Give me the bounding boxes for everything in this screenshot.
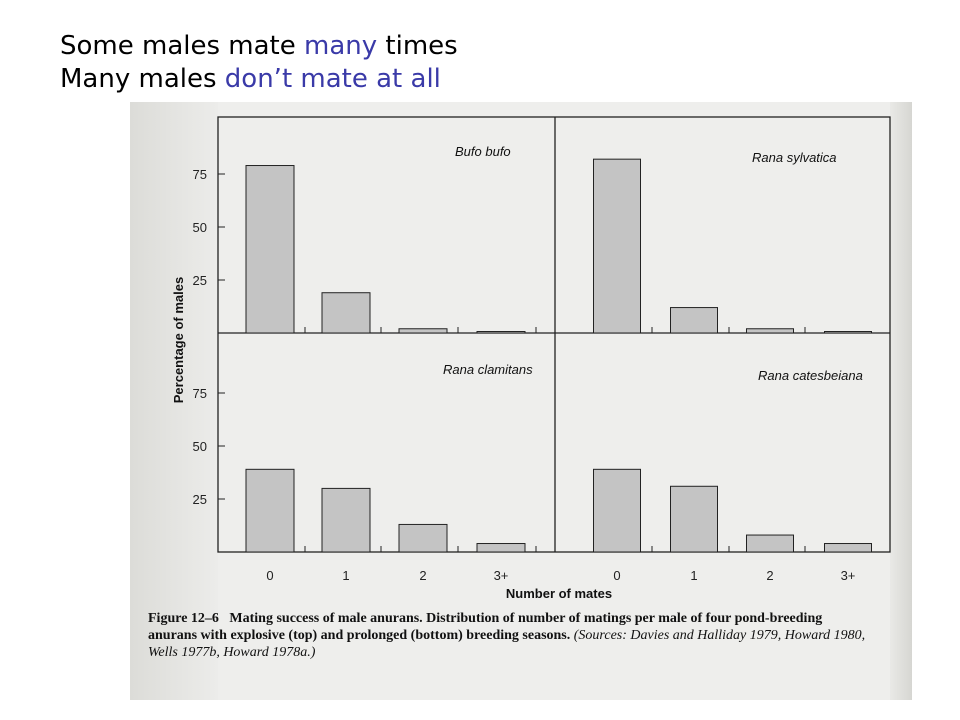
bar <box>398 523 448 553</box>
title-line-1: Some males mate many times <box>60 31 458 61</box>
bar <box>670 485 718 553</box>
x-tick-label: 3+ <box>841 568 856 583</box>
title-highlight-1: many <box>304 31 378 61</box>
title-line-2: Many males don’t mate at all <box>60 64 441 94</box>
y-tick-label: 25 <box>193 273 207 288</box>
x-tick-label: 1 <box>690 568 697 583</box>
bar <box>746 328 794 334</box>
panel-label: Bufo bufo <box>455 144 511 159</box>
scan-shadow-right <box>890 102 912 700</box>
panel-label: Rana catesbeiana <box>758 368 863 383</box>
slide-title: Some males mate many times Many males do… <box>60 30 458 96</box>
bar <box>398 328 448 334</box>
x-tick-label: 2 <box>419 568 426 583</box>
scan-shadow-left <box>130 102 218 700</box>
y-tick-label: 75 <box>193 386 207 401</box>
caption-sources: (Sources: Davies and Halliday 1979, Howa… <box>148 628 866 660</box>
x-tick-label: 2 <box>766 568 773 583</box>
x-tick-label: 3+ <box>494 568 509 583</box>
x-tick-label: 0 <box>266 568 273 583</box>
panel-label: Rana clamitans <box>443 362 533 377</box>
bar <box>593 158 641 334</box>
x-tick-label: 1 <box>342 568 349 583</box>
bar <box>593 468 641 553</box>
y-tick-label: 50 <box>193 439 207 454</box>
bar <box>476 331 526 334</box>
x-tick-label: 0 <box>613 568 620 583</box>
bar <box>824 331 872 334</box>
bar <box>245 165 295 334</box>
caption-bold-text: Mating success of male anurans. Distribu… <box>148 611 823 643</box>
bar <box>476 543 526 553</box>
y-axis-label: Percentage of males <box>171 277 186 403</box>
bar <box>321 487 371 553</box>
x-axis-label: Number of mates <box>506 586 612 601</box>
y-tick-label: 75 <box>193 167 207 182</box>
chart-frame <box>217 116 891 553</box>
bar <box>245 468 295 553</box>
panel-label: Rana sylvatica <box>752 150 837 165</box>
figure-caption: Figure 12–6 Mating success of male anura… <box>148 610 868 661</box>
y-tick-label: 25 <box>193 492 207 507</box>
y-tick-label: 50 <box>193 220 207 235</box>
title-highlight-2: don’t mate at all <box>224 64 441 94</box>
bar <box>824 543 872 553</box>
bar <box>670 307 718 334</box>
bar <box>746 534 794 553</box>
caption-label: Figure 12–6 <box>148 611 219 626</box>
bar <box>321 292 371 334</box>
